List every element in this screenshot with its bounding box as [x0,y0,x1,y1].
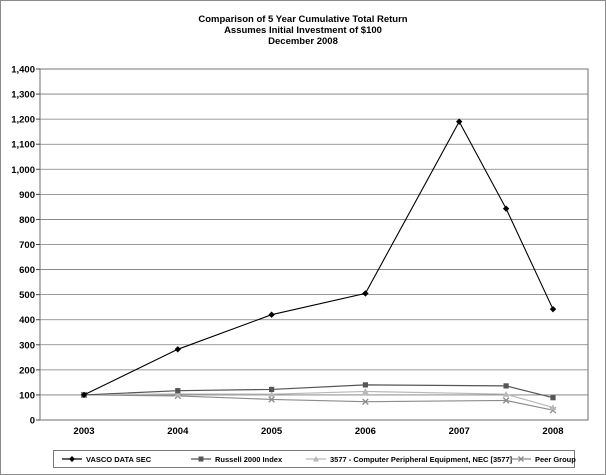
y-tick-label: 100 [19,390,35,401]
data-point [268,390,275,397]
chart-title-line-1: Comparison of 5 Year Cumulative Total Re… [198,14,408,25]
data-point [174,346,181,353]
legend-item: Russell 2000 Index [191,451,282,467]
chart-title-line-2: Assumes Initial Investment of $100 [224,25,382,36]
data-point [502,205,510,212]
y-tick-label: 700 [19,240,35,251]
y-tick-label: 300 [19,340,35,351]
data-point [550,395,556,401]
x-tick-label: 2008 [542,426,563,437]
x-tick-label: 2007 [449,426,470,437]
chart-title-line-3: December 2008 [268,36,338,47]
y-tick-label: 1,400 [11,65,35,76]
data-point [502,397,510,404]
legend-marker [62,456,82,462]
legend-item: VASCO DATA SEC [62,451,151,467]
data-point [268,396,275,403]
legend-label: VASCO DATA SEC [86,454,152,464]
y-tick-label: 600 [19,265,35,276]
y-tick-label: 500 [19,290,35,301]
y-tick-label: 200 [19,365,35,376]
legend-marker [191,456,211,462]
data-point [175,388,181,394]
y-tick-label: 1,300 [11,90,35,101]
series-line [83,384,554,399]
legend-marker [511,456,531,462]
x-tick-label: 2006 [355,426,376,437]
legend-item: 3577 - Computer Peripheral Equipment, NE… [306,451,512,467]
y-tick-label: 800 [19,215,35,226]
data-point [268,311,275,318]
data-point [174,390,181,397]
x-tick-label: 2004 [167,426,189,437]
series-line [83,394,554,411]
data-point [362,388,369,395]
legend-label: Peer Group [535,454,576,464]
y-tick-label: 900 [19,190,35,201]
y-tick-label: 1,100 [11,140,35,151]
data-point [80,391,88,399]
x-tick-label: 2003 [73,426,94,437]
x-tick-label: 2005 [261,426,283,437]
series-line [83,390,554,409]
y-tick-label: 1,000 [11,165,35,176]
data-point [503,383,509,389]
data-point [362,290,369,297]
chart-legend: VASCO DATA SEC Russell 2000 Index 3577 - C… [53,450,576,468]
series-line [83,120,554,396]
data-point [269,386,275,393]
y-tick-label: 400 [19,315,35,326]
legend-item: Peer Group [511,451,576,467]
data-point [549,305,557,313]
y-tick-label: 0 [30,416,35,427]
y-tick-label: 1,200 [11,115,35,126]
legend-label: Russell 2000 Index [215,454,283,464]
legend-marker [306,456,326,462]
legend-label: 3577 - Computer Peripheral Equipment, NE… [330,454,513,464]
data-point [362,398,369,405]
data-point [549,404,557,411]
data-point [502,390,510,397]
data-point [362,382,368,388]
data-point [456,118,463,125]
